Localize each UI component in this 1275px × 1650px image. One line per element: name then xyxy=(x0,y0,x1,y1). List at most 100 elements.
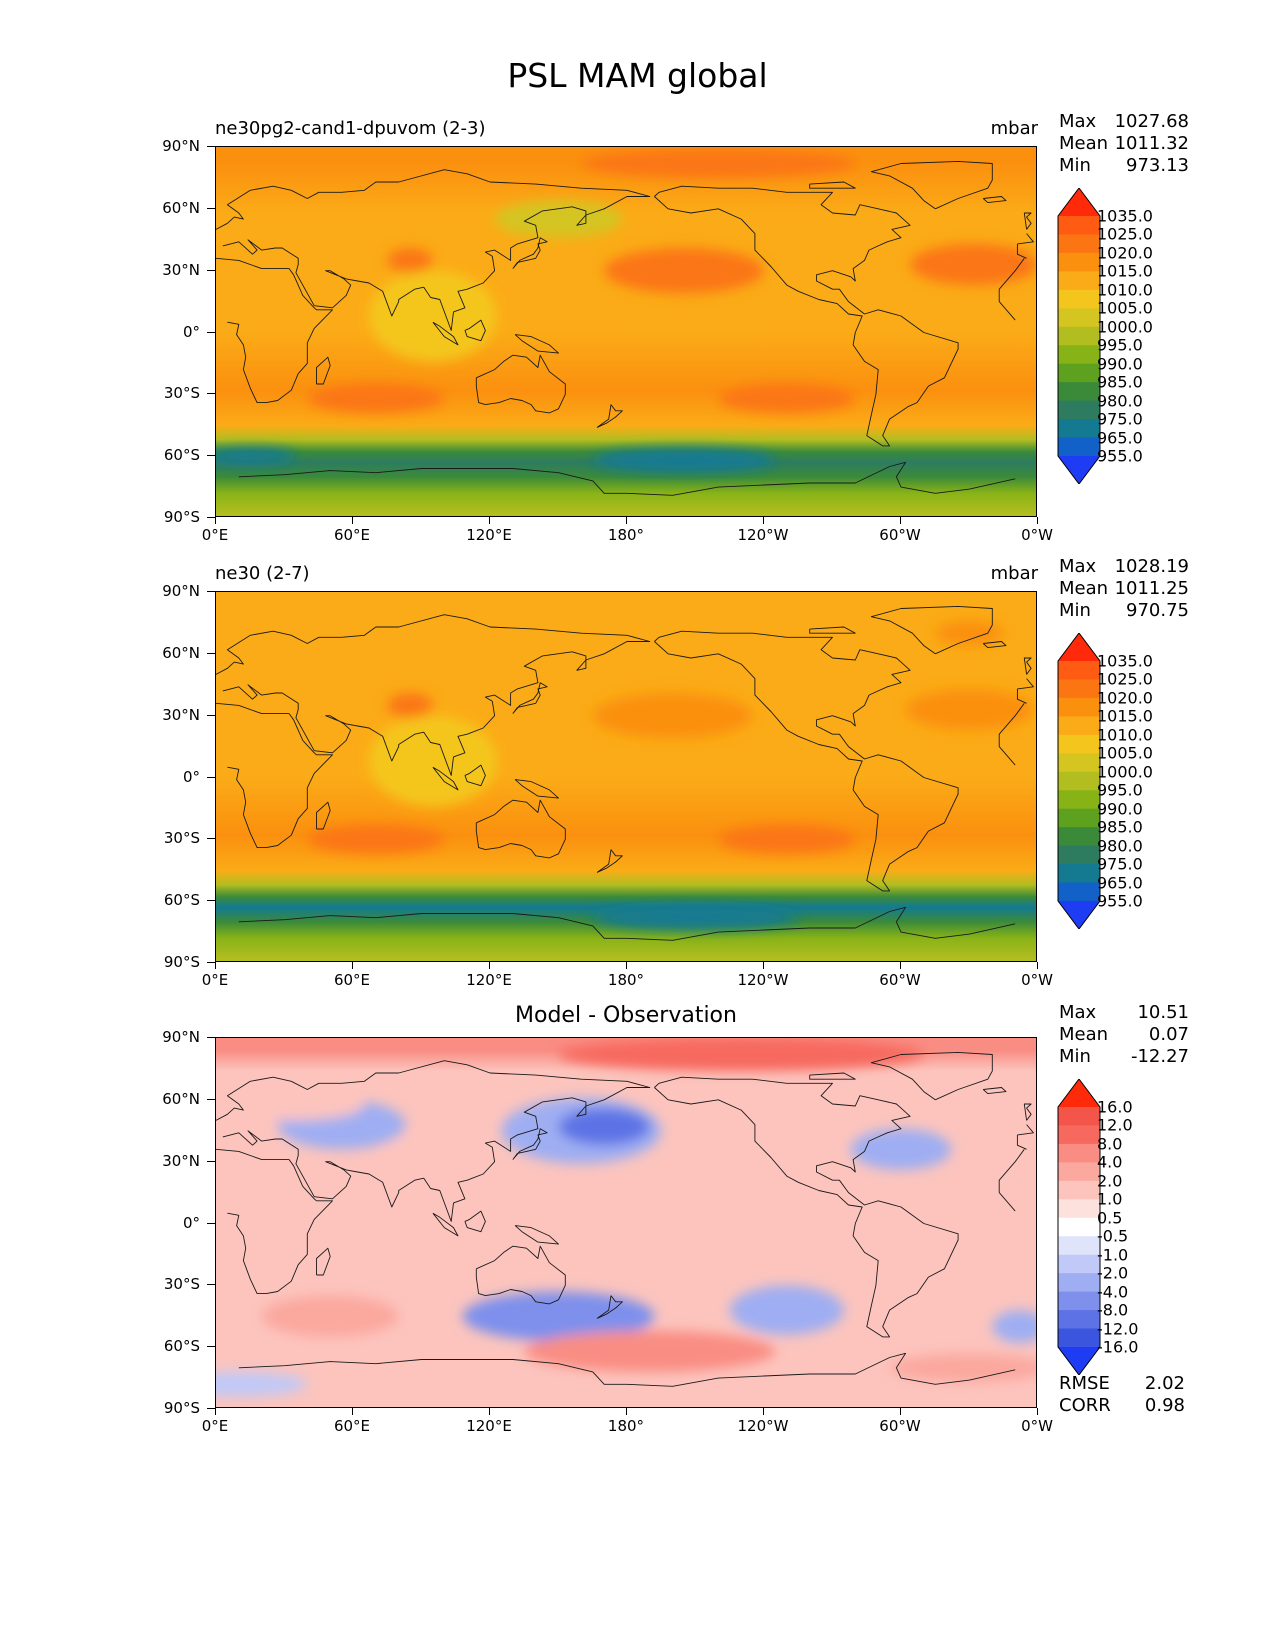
colorbar-level-label: 0.5 xyxy=(1097,1208,1123,1228)
stat-value: -12.27 xyxy=(1130,1046,1189,1067)
lon-tick xyxy=(489,1408,490,1415)
lat-tick-label: 90°N xyxy=(162,582,200,600)
colorbar-level-label: 12.0 xyxy=(1097,1115,1133,1135)
coastline xyxy=(809,1072,856,1080)
lon-tick-label: 120°W xyxy=(737,971,789,989)
lon-tick xyxy=(352,517,353,524)
lon-tick xyxy=(626,517,627,524)
map-field-svg xyxy=(216,592,1036,961)
coastline xyxy=(512,1128,548,1160)
field-blob xyxy=(850,1128,952,1170)
stat-label: Min xyxy=(1059,1046,1091,1067)
coastline xyxy=(1023,212,1032,230)
coastline xyxy=(870,605,993,655)
panel-title: Model - Observation xyxy=(515,1003,737,1028)
colorbar-level-label: 1005.0 xyxy=(1097,298,1153,318)
rmse-corr-block: RMSE 2.02 CORR 0.98 xyxy=(1059,1373,1185,1417)
coastline xyxy=(1023,1103,1032,1121)
field-blob xyxy=(216,1371,308,1397)
field-blob xyxy=(307,824,445,854)
colorbar-segment xyxy=(1058,289,1100,309)
stat-value: 973.13 xyxy=(1126,155,1189,176)
colorbar-segment xyxy=(1058,400,1100,420)
colorbar-extend-max xyxy=(1058,1079,1100,1107)
colorbar-outline xyxy=(1057,1078,1101,1376)
colorbar-level-label: 985.0 xyxy=(1097,372,1143,392)
coastline xyxy=(514,779,559,799)
colorbar-level-label: 995.0 xyxy=(1097,780,1143,800)
colorbar-level-label: 990.0 xyxy=(1097,799,1143,819)
colorbar-segment xyxy=(1058,1236,1100,1256)
lat-tick-label: 0° xyxy=(182,322,200,341)
colorbar-level-label: 985.0 xyxy=(1097,817,1143,837)
stat-row: Min -12.27 xyxy=(1059,1046,1189,1068)
lon-tick xyxy=(352,962,353,969)
colorbar-level-label: 1010.0 xyxy=(1097,725,1153,745)
lon-tick-label: 60°W xyxy=(879,971,921,989)
colorbar-level-label: 1.0 xyxy=(1097,1189,1123,1209)
stat-label: RMSE xyxy=(1059,1373,1110,1394)
panel-title: ne30 (2-7) xyxy=(215,563,310,584)
colorbar-level-label: 980.0 xyxy=(1097,391,1143,411)
coastline xyxy=(512,682,548,714)
lat-tick xyxy=(207,1346,215,1348)
coastline xyxy=(238,906,1016,941)
field-blob xyxy=(387,692,433,718)
field-blob xyxy=(718,824,856,854)
lat-tick xyxy=(207,393,215,395)
lat-tick xyxy=(207,591,215,592)
lon-tick xyxy=(215,517,216,524)
field-blob xyxy=(227,1087,365,1121)
colorbar-segment xyxy=(1058,697,1100,717)
lat-tick-label: 0° xyxy=(182,1213,200,1232)
stat-row: Min 970.75 xyxy=(1059,600,1189,622)
colorbar-segment xyxy=(1058,1254,1100,1274)
coastline xyxy=(475,1245,566,1305)
colorbar-segment xyxy=(1058,716,1100,736)
field-blob xyxy=(462,1291,655,1341)
stat-value: 1011.32 xyxy=(1114,133,1189,154)
lat-tick xyxy=(207,517,215,518)
units-label: mbar xyxy=(990,118,1038,139)
coastline xyxy=(982,1087,1007,1095)
colorbar-level-label: 1015.0 xyxy=(1097,706,1153,726)
colorbar-segment xyxy=(1058,419,1100,439)
colorbar-segment xyxy=(1058,1328,1100,1348)
lat-tick-label: 90°N xyxy=(162,1028,200,1046)
lon-tick-label: 120°E xyxy=(466,1417,512,1435)
lat-tick xyxy=(207,776,215,778)
coastline xyxy=(432,766,459,791)
lat-tick-label: 60°N xyxy=(162,643,200,662)
lon-tick xyxy=(900,1408,901,1415)
field-blob xyxy=(368,270,497,362)
colorbar-extend-max xyxy=(1058,188,1100,216)
lat-tick-label: 30°S xyxy=(163,829,200,848)
coastline xyxy=(870,160,993,210)
stat-row: Mean 0.07 xyxy=(1059,1024,1189,1046)
lat-tick xyxy=(207,331,215,333)
lat-tick-label: 30°S xyxy=(163,1275,200,1294)
colorbar-level-label: -4.0 xyxy=(1097,1282,1129,1302)
colorbar-level-label: 980.0 xyxy=(1097,836,1143,856)
lon-tick xyxy=(763,1408,764,1415)
field-blob xyxy=(558,1108,650,1146)
coastline xyxy=(432,1212,459,1237)
coastline xyxy=(432,321,459,346)
lat-tick-label: 60°S xyxy=(163,1337,200,1356)
stat-value: 970.75 xyxy=(1126,600,1189,621)
colorbar-outline xyxy=(1057,632,1101,930)
colorbar-level-label: 1015.0 xyxy=(1097,261,1153,281)
lat-tick xyxy=(207,652,215,654)
colorbar-level-label: 995.0 xyxy=(1097,335,1143,355)
coastline xyxy=(238,1352,1016,1387)
stat-row: Max 1028.19 xyxy=(1059,556,1189,578)
lon-tick-label: 0°W xyxy=(1021,526,1053,544)
colorbar xyxy=(1057,1078,1101,1376)
coastline xyxy=(982,641,1007,649)
coastline xyxy=(809,626,856,634)
field-blob xyxy=(494,200,623,238)
field-blob xyxy=(216,447,296,465)
colorbar-segment xyxy=(1058,1125,1100,1145)
coastline xyxy=(238,461,1016,496)
lat-tick-label: 60°N xyxy=(162,198,200,217)
